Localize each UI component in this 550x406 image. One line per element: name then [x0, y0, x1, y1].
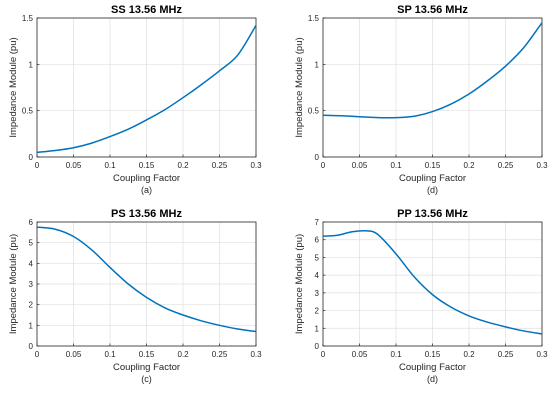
figure-caption: (c) [141, 374, 152, 384]
x-tick-label: 0.1 [104, 350, 116, 359]
x-tick-label: 0.2 [463, 161, 475, 170]
figure-caption: (d) [427, 185, 438, 195]
chart-panel-1: 0 0.05 0.1 0.15 0.2 0.25 0.3 0 0.5 1 1.5 SS 13.56 M… [8, 4, 262, 195]
x-tick-label: 0 [321, 350, 326, 359]
x-tick-label: 0 [35, 350, 40, 359]
y-tick-label: 1 [29, 60, 34, 69]
y-tick-label: 0 [29, 342, 34, 351]
x-axis-label: Coupling Factor [399, 362, 466, 373]
y-tick-label: 0.5 [308, 107, 320, 116]
x-tick-label: 0.3 [536, 350, 548, 359]
x-tick-label: 0.15 [139, 161, 155, 170]
chart-panel-2: 0 0.05 0.1 0.15 0.2 0.25 0.3 0 0.5 1 1.5 SP 13.56 M… [294, 4, 548, 195]
y-tick-label: 7 [315, 218, 320, 227]
x-tick-label: 0 [35, 161, 40, 170]
x-tick-label: 0.1 [104, 161, 116, 170]
x-tick-label: 0.3 [250, 350, 262, 359]
y-tick-label: 5 [29, 239, 34, 248]
y-tick-label: 3 [29, 280, 34, 289]
series-line [36, 25, 257, 154]
x-tick-label: 0.2 [177, 350, 189, 359]
y-axis-label: Impedance Module (pu) [294, 37, 305, 137]
y-tick-label: 5 [315, 253, 320, 262]
x-tick-label: 0.15 [139, 350, 155, 359]
x-axis-label: Coupling Factor [399, 173, 466, 184]
y-tick-label: 1 [315, 60, 320, 69]
chart-title: PS 13.56 MHz [111, 208, 182, 220]
x-tick-label: 0.2 [177, 161, 189, 170]
chart-panel-3: 0 0.05 0.1 0.15 0.2 0.25 0.3 0 1 2 3 4 5 6 PS 13.56 MH… [8, 208, 262, 384]
x-tick-label: 0.25 [212, 161, 228, 170]
y-tick-label: 0.5 [22, 107, 34, 116]
y-tick-label: 0 [29, 153, 34, 162]
x-tick-label: 0.05 [352, 350, 368, 359]
x-tick-label: 0.3 [250, 161, 262, 170]
x-tick-label: 0.1 [390, 161, 402, 170]
figure-caption: (d) [427, 374, 438, 384]
chart-title: SP 13.56 MHz [397, 4, 468, 16]
y-tick-label: 1 [29, 321, 34, 330]
x-tick-label: 0.2 [463, 350, 475, 359]
y-tick-label: 4 [29, 259, 34, 268]
y-tick-label: 0 [315, 342, 320, 351]
chart-title: SS 13.56 MHz [111, 4, 182, 16]
y-tick-label: 2 [315, 307, 320, 316]
y-tick-label: 6 [29, 218, 34, 227]
series-line [322, 22, 543, 119]
x-tick-label: 0.05 [352, 161, 368, 170]
x-tick-label: 0.25 [498, 161, 514, 170]
x-axis-label: Coupling Factor [113, 173, 180, 184]
x-tick-label: 0.25 [498, 350, 514, 359]
x-tick-label: 0.15 [425, 350, 441, 359]
y-tick-label: 6 [315, 236, 320, 245]
y-tick-label: 1.5 [22, 14, 34, 23]
y-tick-label: 1.5 [308, 14, 320, 23]
y-axis-label: Impedance Module (pu) [294, 234, 305, 334]
figure-caption: (a) [141, 185, 152, 195]
y-tick-label: 0 [315, 153, 320, 162]
y-axis-label: Impedance Module (pu) [8, 37, 19, 137]
x-tick-label: 0.1 [390, 350, 402, 359]
x-tick-label: 0.05 [66, 350, 82, 359]
series-line [322, 229, 543, 335]
chart-title: PP 13.56 MHz [397, 208, 468, 220]
y-tick-label: 1 [315, 324, 320, 333]
x-tick-label: 0.3 [536, 161, 548, 170]
x-tick-label: 0.05 [66, 161, 82, 170]
y-tick-label: 4 [315, 271, 320, 280]
y-axis-label: Impedance Module (pu) [8, 234, 19, 334]
x-axis-label: Coupling Factor [113, 362, 180, 373]
x-tick-label: 0 [321, 161, 326, 170]
y-tick-label: 3 [315, 289, 320, 298]
y-tick-label: 2 [29, 301, 34, 310]
x-tick-label: 0.15 [425, 161, 441, 170]
series-line [36, 226, 257, 333]
x-tick-label: 0.25 [212, 350, 228, 359]
chart-panel-4: 0 0.05 0.1 0.15 0.2 0.25 0.3 0 1 2 3 4 5 6 7 PP 13.56 M… [294, 208, 548, 384]
